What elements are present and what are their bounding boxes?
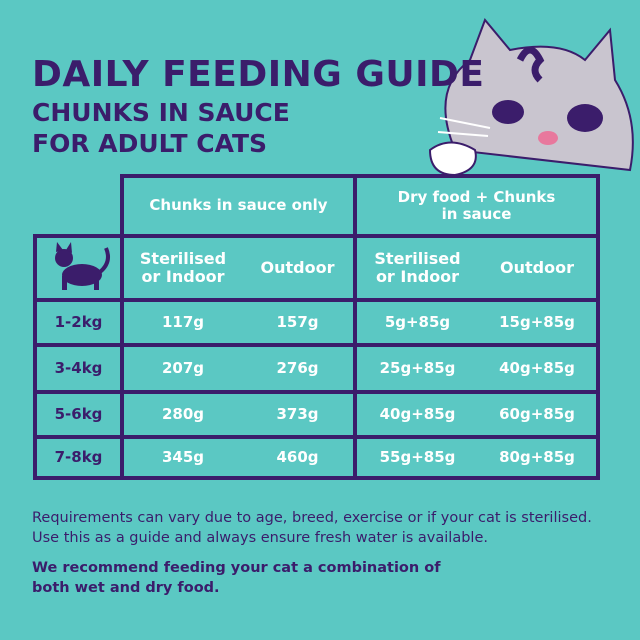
table-cell: 5g+85g	[384, 312, 451, 331]
cat-icon	[55, 242, 110, 290]
table-cell: 55g+85g	[379, 447, 456, 466]
subtitle: FOR ADULT CATS	[32, 129, 268, 158]
title: DAILY FEEDING GUIDE	[32, 54, 485, 95]
row-label: 5-6kg	[54, 404, 103, 423]
group-header: Dry food + Chunks in sauce	[397, 187, 556, 223]
table-cell: 60g+85g	[499, 404, 575, 423]
row-label: 3-4kg	[54, 358, 103, 377]
table-cell: 80g+85g	[499, 447, 575, 466]
cat-illustration	[428, 18, 634, 177]
column-header: Outdoor	[500, 257, 574, 277]
row-label: 1-2kg	[54, 312, 103, 331]
row-label: 7-8kg	[54, 447, 103, 466]
table-cell: 373g	[276, 404, 319, 423]
note: We recommend feeding your cat a combinat…	[32, 560, 441, 597]
table-cell: 117g	[161, 312, 205, 331]
table-cell: 40g+85g	[379, 404, 456, 423]
table-cell: 280g	[161, 404, 205, 423]
subtitle: CHUNKS IN SAUCE	[32, 98, 290, 127]
column-header: Sterilised or Indoor	[139, 248, 227, 286]
table-cell: 15g+85g	[499, 312, 575, 331]
table-cell: 25g+85g	[379, 358, 456, 377]
table-cell: 207g	[161, 358, 205, 377]
group-header: Chunks in sauce only	[149, 196, 328, 215]
table-grid	[33, 174, 600, 480]
table-cell: 460g	[276, 447, 319, 466]
note: Requirements can vary due to age, breed,…	[32, 510, 592, 547]
table-cell: 157g	[276, 312, 319, 331]
column-header: Outdoor	[260, 257, 335, 277]
table-cell: 345g	[161, 447, 205, 466]
table-cell: 40g+85g	[499, 358, 575, 377]
table-cell: 276g	[276, 358, 319, 377]
column-header: Sterilised or Indoor	[374, 248, 461, 286]
